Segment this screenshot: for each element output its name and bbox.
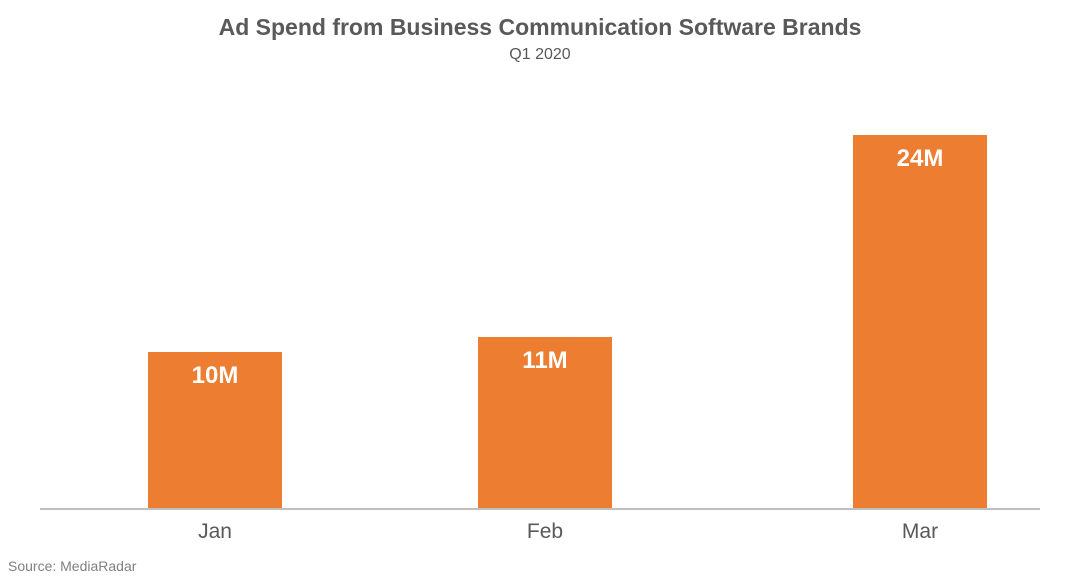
x-label-mar: Mar	[753, 520, 1080, 544]
bar-value-label: 10M	[148, 362, 281, 390]
bar-jan: 10M	[148, 352, 281, 508]
chart-subtitle: Q1 2020	[0, 46, 1080, 64]
bar-value-label: 24M	[853, 145, 986, 173]
x-axis-labels: JanFebMar	[40, 520, 1040, 550]
source-attribution: Source: MediaRadar	[8, 558, 136, 574]
x-label-jan: Jan	[48, 520, 381, 544]
chart-title: Ad Spend from Business Communication Sof…	[0, 14, 1080, 41]
plot-area: 10M 11M 24M	[40, 90, 1040, 510]
chart-container: Ad Spend from Business Communication Sof…	[0, 0, 1080, 580]
x-label-feb: Feb	[378, 520, 711, 544]
bar-value-label: 11M	[478, 347, 611, 375]
bar-mar: 24M	[853, 135, 986, 508]
bar-feb: 11M	[478, 337, 611, 508]
